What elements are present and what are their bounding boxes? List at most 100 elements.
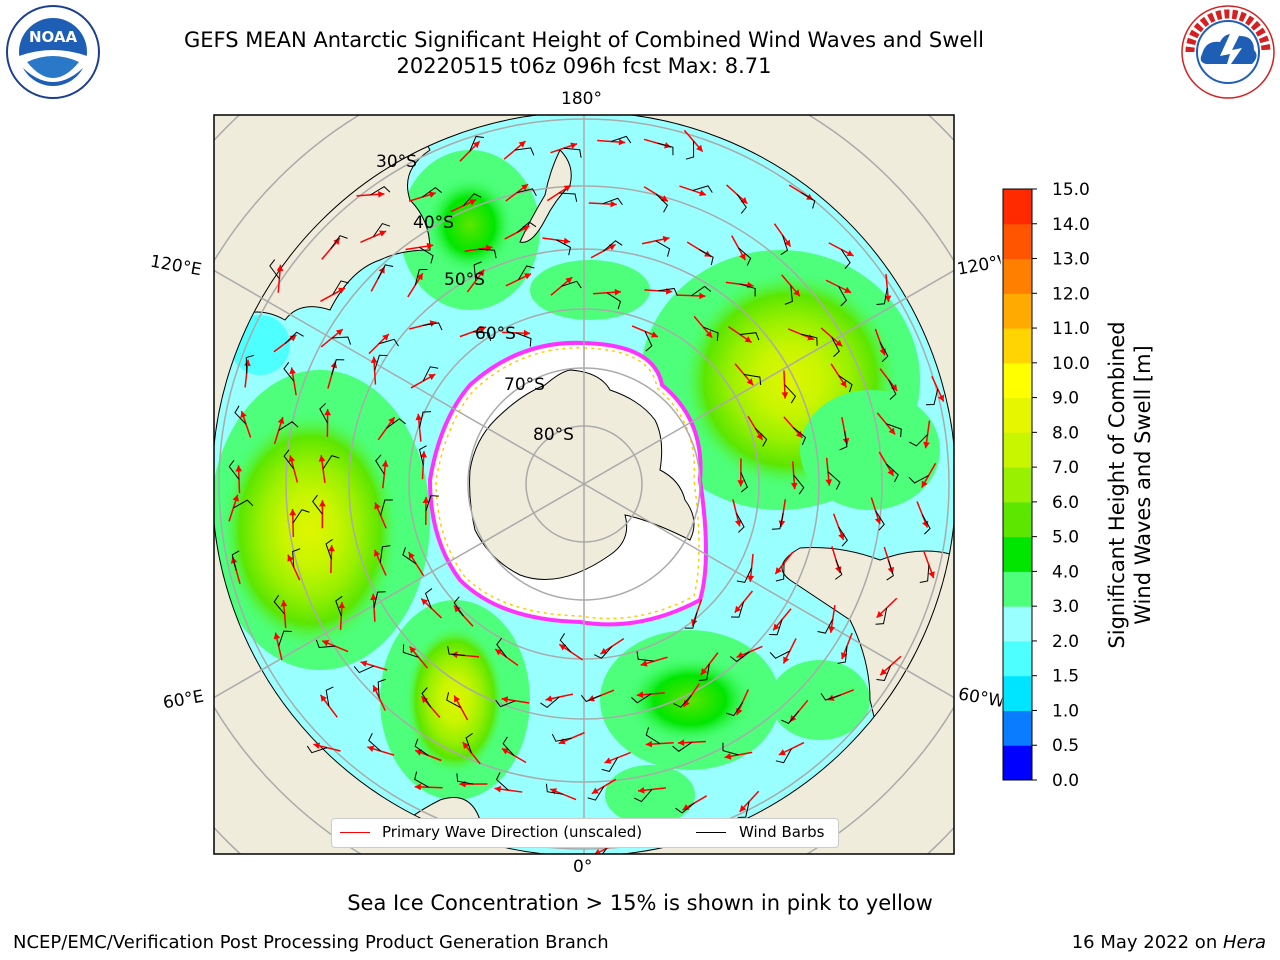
wind-barb [414, 771, 429, 788]
wave-arrow-head [453, 605, 461, 613]
wind-barb [827, 471, 841, 490]
colorbar-tick-label: 5.0 [1052, 528, 1079, 548]
wind-barb [379, 545, 391, 563]
wind-barb [335, 595, 343, 617]
lat-label-60s: 60°S [475, 324, 516, 344]
wind-barb [726, 701, 743, 717]
wind-barb [502, 736, 515, 756]
colorbar-segment [1003, 467, 1032, 503]
wave-arrow-head [781, 392, 789, 399]
wave-arrow-head [773, 623, 780, 631]
wave-arrow-head [558, 738, 566, 745]
colorbar-segment [1003, 432, 1032, 468]
wind-barb [551, 733, 572, 742]
wave-arrow-head [640, 660, 648, 667]
wind-barb [876, 665, 892, 681]
wind-barb [780, 234, 789, 256]
wind-barb [370, 186, 391, 196]
wind-barb [377, 678, 386, 698]
wind-barb [739, 283, 756, 297]
wind-barb [446, 692, 462, 709]
wave-arrow-head [884, 295, 892, 302]
wave-arrow-head [289, 367, 296, 375]
wave-arrow-head [495, 649, 503, 656]
wind-barb [473, 331, 492, 341]
wind-barb [601, 757, 618, 773]
wave-arrow-head [699, 292, 706, 300]
wind-barb [698, 663, 710, 681]
wave-arrow-head [501, 748, 509, 755]
wind-barb [353, 665, 375, 674]
wind-barb [495, 699, 516, 708]
wind-barb [610, 135, 632, 144]
wind-barb [837, 645, 848, 664]
wind-barb [738, 247, 752, 266]
wind-barb [456, 773, 474, 785]
wave-arrow-head [636, 691, 644, 699]
wave-arrow-head [756, 433, 763, 441]
colorbar-segment [1003, 328, 1032, 364]
footer-date-text: 16 May 2022 on [1071, 932, 1223, 953]
wave-arrow-head [807, 334, 815, 341]
colorbar-label-line1: Significant Height of Combined [1105, 321, 1129, 648]
wave-arrow-head [428, 191, 436, 198]
wave-arrow-head [382, 333, 389, 341]
wind-barb [831, 336, 840, 358]
wave-arrow-head [370, 593, 377, 601]
wind-barb [515, 332, 532, 347]
colorbar-segment [1003, 362, 1032, 399]
wind-barb [378, 338, 399, 347]
vector-field [228, 129, 945, 854]
colorbar-tick-label: 11.0 [1052, 319, 1090, 339]
colorbar-tick-label: 0.5 [1052, 736, 1079, 756]
wind-barb [606, 292, 622, 310]
wave-arrow-head [273, 632, 281, 640]
colorbar-tick-label: 3.0 [1052, 597, 1079, 617]
wind-barb [402, 547, 417, 565]
colorbar-tick-label: 15.0 [1052, 180, 1090, 200]
wave-arrow-head [240, 410, 247, 418]
wind-barb [730, 601, 745, 618]
colorbar-label-line2: Wind Waves and Swell [m] [1131, 345, 1155, 625]
wave-arrow-head [890, 384, 898, 391]
wave-arrow-head [594, 848, 601, 854]
wind-barb [233, 499, 254, 509]
wave-arrow-head [795, 431, 803, 438]
wind-barb [888, 379, 897, 400]
wave-arrow-head [604, 757, 612, 764]
wind-barb [380, 499, 393, 516]
wave-arrow-head [724, 753, 732, 760]
lon-label-180: 180° [561, 89, 602, 109]
antarctica-land [469, 369, 695, 580]
wave-arrow-head [775, 567, 782, 574]
wind-barb [563, 147, 582, 158]
lat-label-70s: 70°S [504, 375, 545, 395]
wave-arrow-head [287, 554, 294, 562]
wave-arrow-head [469, 199, 477, 206]
wave-arrow-head [565, 277, 573, 284]
nws-logo [1181, 5, 1275, 99]
wind-barb [372, 222, 391, 238]
wave-arrow-head [479, 325, 487, 333]
colorbar-segment [1003, 536, 1032, 572]
wind-barb [402, 644, 419, 658]
wave-arrow-head [705, 330, 713, 338]
wave-arrow-head [374, 549, 381, 557]
wave-arrow-head [521, 184, 529, 191]
wave-arrow-head [559, 644, 567, 651]
lat-label-40s: 40°S [413, 213, 454, 233]
lat-label-30s: 30°S [376, 152, 417, 172]
wave-arrow-head [523, 329, 531, 337]
wind-barb [744, 373, 762, 386]
wind-barb [319, 403, 328, 424]
wind-barb [644, 331, 653, 352]
wind-barb [817, 618, 834, 634]
wave-arrow-head [937, 394, 945, 402]
wave-arrow-head [846, 250, 854, 257]
map-title: GEFS MEAN Antarctic Significant Height o… [183, 28, 985, 52]
wind-barb [775, 563, 785, 582]
colorbar-tick-label: 9.0 [1052, 389, 1079, 409]
wind-barb [278, 421, 299, 431]
wave-arrow-head [280, 600, 288, 607]
wind-barb [875, 607, 888, 625]
